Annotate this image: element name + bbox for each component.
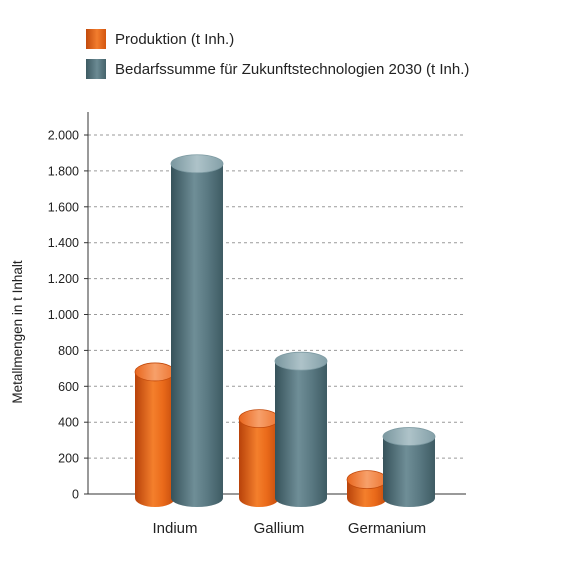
legend: Produktion (t Inh.) Bedarfssumme für Zuk… xyxy=(86,24,469,84)
y-tick-label: 600 xyxy=(58,380,79,394)
bar xyxy=(134,362,176,507)
bar-body xyxy=(383,436,435,507)
y-tick-label: 0 xyxy=(72,488,79,502)
bar xyxy=(382,427,436,507)
bars xyxy=(134,154,436,507)
x-tick-label: Germanium xyxy=(348,520,426,537)
y-tick-label: 1.800 xyxy=(48,164,79,178)
y-tick-label: 400 xyxy=(58,416,79,430)
y-tick-label: 2.000 xyxy=(48,129,79,143)
bar xyxy=(274,351,328,507)
category-labels: Indium Gallium Germanium xyxy=(152,520,426,537)
y-axis-title: Metallmengen in t Inhalt xyxy=(10,260,25,404)
y-tick-label: 1.600 xyxy=(48,200,79,214)
y-axis-ticks: 0 200 400 600 800 1.000 1.200 1.400 1.600 1.800 2.… xyxy=(48,129,88,502)
bar-top xyxy=(346,470,388,490)
bar xyxy=(170,154,224,507)
bar-body xyxy=(275,361,327,507)
x-tick-label: Gallium xyxy=(254,520,305,537)
y-tick-label: 1.200 xyxy=(48,272,79,286)
bar xyxy=(346,470,388,507)
bar-top xyxy=(134,362,176,382)
bar-top xyxy=(238,409,280,429)
legend-label-production: Produktion (t Inh.) xyxy=(115,30,235,48)
bar-body xyxy=(135,371,175,507)
bar-top xyxy=(274,351,328,371)
bar-body xyxy=(239,418,279,507)
bar xyxy=(238,409,280,507)
legend-swatch-production xyxy=(86,29,106,49)
y-tick-label: 200 xyxy=(58,452,79,466)
y-tick-label: 1.000 xyxy=(48,308,79,322)
y-tick-label: 1.400 xyxy=(48,236,79,250)
legend-label-demand: Bedarfssumme für Zukunftstechnologien 20… xyxy=(115,60,470,78)
legend-item-production: Produktion (t Inh.) xyxy=(86,24,469,54)
bar-body xyxy=(171,163,223,507)
bar-top xyxy=(382,427,436,446)
legend-swatch-demand xyxy=(86,59,106,79)
legend-item-demand: Bedarfssumme für Zukunftstechnologien 20… xyxy=(86,54,469,84)
y-tick-label: 800 xyxy=(58,344,79,358)
bar-top xyxy=(170,154,224,174)
x-tick-label: Indium xyxy=(152,520,197,537)
